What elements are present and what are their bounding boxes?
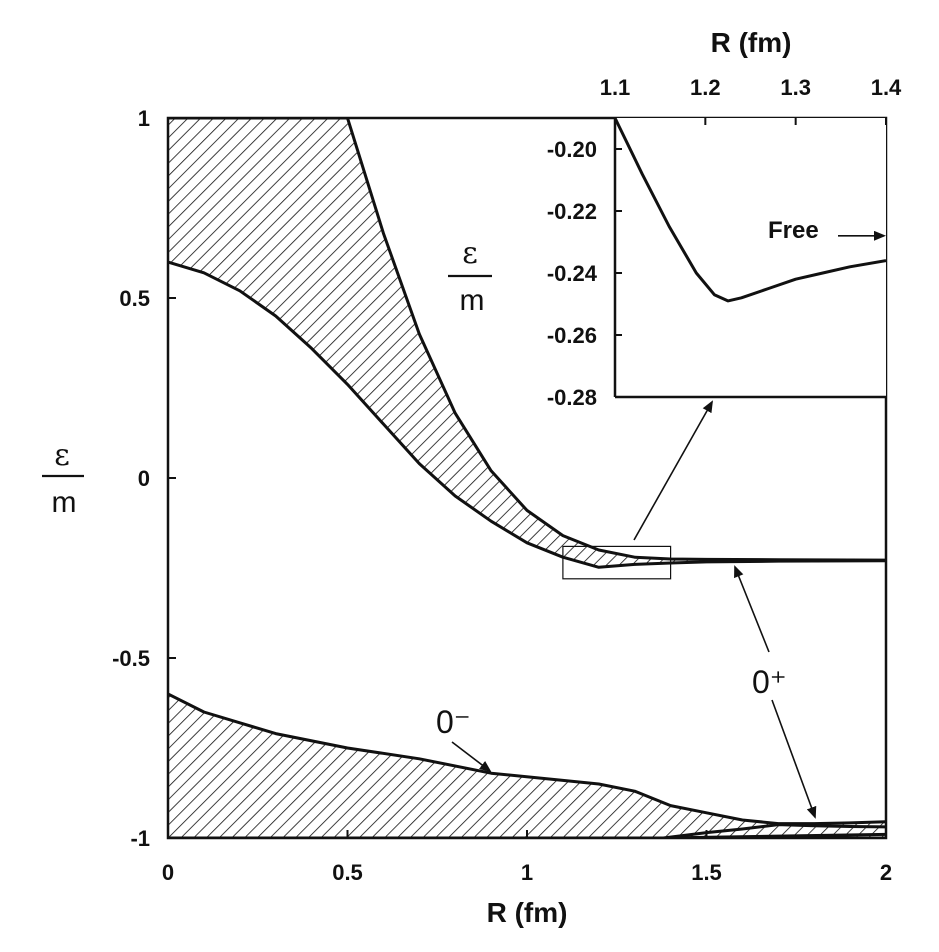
- inset-background: [615, 118, 886, 397]
- inset-x-axis-title: R (fm): [711, 27, 792, 58]
- main-lines: [168, 118, 886, 838]
- lower-curve-series-0: [168, 260, 886, 569]
- arrow-0-plus-lower: [771, 699, 817, 819]
- band-series-0: [168, 118, 886, 568]
- main-x-tick-label: 0.5: [332, 860, 363, 885]
- upper-curve-series-0: [168, 118, 886, 562]
- main-x-tick-label: 1.5: [691, 860, 722, 885]
- inset-y-tick-label: -0.26: [547, 323, 597, 348]
- inset-x-ticks: 1.1 1.2 1.3 1.4: [600, 75, 902, 125]
- inset-y-tick-label: -0.20: [547, 137, 597, 162]
- inset-y-axis-title: ε m: [448, 236, 492, 317]
- inset-y-tick-label: -0.28: [547, 385, 597, 410]
- main-y-ticks: 1 0.5 0 -0.5 -1: [112, 106, 176, 851]
- inset-lines: [615, 118, 886, 303]
- label-0-plus: 0⁺: [752, 664, 787, 700]
- main-x-tick-label: 2: [880, 860, 892, 885]
- main-y-label-numerator: ε: [54, 438, 70, 473]
- inset-x-tick-label: 1.1: [600, 75, 631, 100]
- inset-y-label-denominator: m: [460, 284, 485, 317]
- inset-x-tick-label: 1.4: [871, 75, 902, 100]
- main-y-tick-label: 0.5: [119, 286, 150, 311]
- arrow-0-minus: [451, 741, 492, 773]
- main-x-axis-title: R (fm): [487, 897, 568, 928]
- inset-x-tick-label: 1.2: [690, 75, 721, 100]
- inset-y-ticks: -0.20 -0.22 -0.24 -0.26 -0.28: [547, 137, 622, 410]
- inset-chart: 1.1 1.2 1.3 1.4 -0.20 -0.22 -0.24 -0.26 -0.28 R…: [448, 27, 902, 410]
- inset-free-label: Free: [768, 217, 819, 244]
- inset-y-tick-label: -0.22: [547, 199, 597, 224]
- main-x-tick-label: 1: [521, 860, 533, 885]
- inset-curve-series-0: [615, 118, 886, 303]
- inset-y-tick-label: -0.24: [547, 261, 598, 286]
- main-x-tick-label: 0: [162, 860, 174, 885]
- zoom-arrow: [633, 400, 713, 541]
- main-chart: 0 0.5 1 1.5 2 1 0.5 0 -0.5 -1 R (fm) ε m 0⁻ 0⁺: [42, 106, 892, 928]
- main-y-tick-label: -0.5: [112, 646, 150, 671]
- arrow-0-plus-upper: [734, 565, 770, 653]
- label-0-minus: 0⁻: [436, 704, 471, 740]
- main-y-tick-label: -1: [130, 826, 150, 851]
- inset-y-label-numerator: ε: [462, 236, 478, 271]
- main-y-tick-label: 0: [138, 466, 150, 491]
- inset-x-tick-label: 1.3: [780, 75, 811, 100]
- band-series-1: [168, 694, 886, 838]
- main-x-ticks: 0 0.5 1 1.5 2: [162, 830, 892, 885]
- main-y-axis-title: ε m: [42, 438, 84, 519]
- zoom-box: [562, 545, 672, 580]
- main-y-tick-label: 1: [138, 106, 150, 131]
- main-y-label-denominator: m: [52, 486, 77, 519]
